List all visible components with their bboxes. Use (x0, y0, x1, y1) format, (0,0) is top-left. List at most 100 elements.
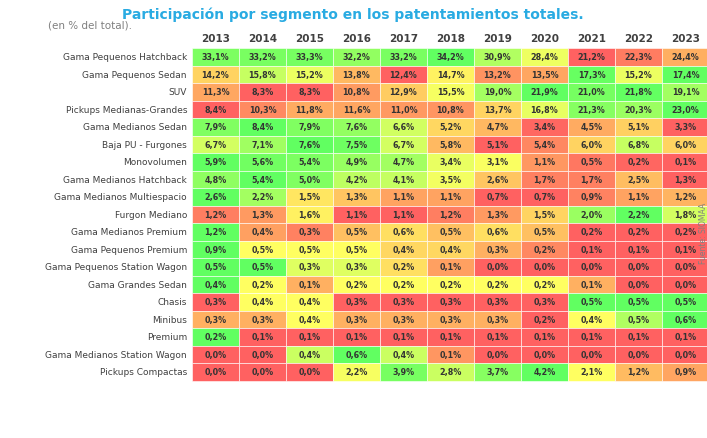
Text: 1,2%: 1,2% (439, 210, 462, 219)
Text: 0,5%: 0,5% (627, 297, 650, 307)
Bar (615, 346, 662, 363)
Bar (568, 241, 615, 258)
Text: Monovolumen: Monovolumen (123, 158, 187, 167)
Bar (568, 328, 615, 346)
Bar (427, 311, 474, 328)
Text: 5,8%: 5,8% (439, 141, 462, 149)
Text: 0,1%: 0,1% (298, 280, 320, 289)
Bar (427, 223, 474, 241)
Bar (333, 293, 380, 311)
Text: 21,3%: 21,3% (578, 106, 605, 114)
Bar (286, 49, 333, 66)
Text: 0,4%: 0,4% (252, 297, 274, 307)
Text: 11,8%: 11,8% (296, 106, 323, 114)
Bar (615, 276, 662, 293)
Text: 0,1%: 0,1% (346, 332, 368, 342)
Text: 15,5%: 15,5% (437, 88, 464, 97)
Text: 7,9%: 7,9% (204, 123, 226, 132)
Text: 0,3%: 0,3% (252, 315, 274, 324)
Text: 1,2%: 1,2% (627, 367, 650, 376)
Text: 5,4%: 5,4% (534, 141, 556, 149)
Text: 5,9%: 5,9% (204, 158, 226, 167)
Bar (474, 66, 521, 84)
Bar (427, 258, 474, 276)
Text: 5,2%: 5,2% (439, 123, 462, 132)
Bar (662, 189, 707, 206)
Text: 4,2%: 4,2% (346, 175, 368, 184)
Bar (239, 171, 286, 189)
Text: 2014: 2014 (248, 34, 277, 44)
Bar (427, 241, 474, 258)
Bar (333, 363, 380, 381)
Bar (474, 206, 521, 223)
Text: SUV: SUV (169, 88, 187, 97)
Text: 19,1%: 19,1% (672, 88, 699, 97)
Bar (333, 66, 380, 84)
Bar (521, 311, 568, 328)
Text: 2,2%: 2,2% (251, 193, 274, 202)
Bar (427, 154, 474, 171)
Bar (192, 363, 239, 381)
Bar (286, 136, 333, 154)
Bar (662, 258, 707, 276)
Text: 0,0%: 0,0% (534, 263, 556, 272)
Text: 0,3%: 0,3% (440, 315, 462, 324)
Bar (427, 49, 474, 66)
Bar (192, 136, 239, 154)
Text: 21,2%: 21,2% (578, 53, 605, 62)
Bar (380, 223, 427, 241)
Text: 28,4%: 28,4% (530, 53, 559, 62)
Bar (427, 293, 474, 311)
Text: 0,3%: 0,3% (346, 315, 368, 324)
Bar (662, 66, 707, 84)
Bar (192, 293, 239, 311)
Text: 0,9%: 0,9% (674, 367, 696, 376)
Text: 2,5%: 2,5% (627, 175, 650, 184)
Text: 4,2%: 4,2% (533, 367, 556, 376)
Text: 15,2%: 15,2% (296, 71, 323, 80)
Text: 3,4%: 3,4% (534, 123, 556, 132)
Bar (662, 206, 707, 223)
Bar (286, 276, 333, 293)
Text: 0,0%: 0,0% (486, 263, 508, 272)
Text: 2013: 2013 (201, 34, 230, 44)
Text: 12,9%: 12,9% (390, 88, 417, 97)
Bar (192, 276, 239, 293)
Text: 6,7%: 6,7% (204, 141, 226, 149)
Bar (615, 223, 662, 241)
Text: 3,5%: 3,5% (440, 175, 462, 184)
Bar (192, 328, 239, 346)
Bar (615, 258, 662, 276)
Text: Gama Pequenos Sedan: Gama Pequenos Sedan (83, 71, 187, 80)
Bar (662, 154, 707, 171)
Bar (239, 84, 286, 101)
Text: 2022: 2022 (624, 34, 653, 44)
Bar (662, 84, 707, 101)
Text: (en % del total).: (en % del total). (48, 20, 132, 30)
Text: 33,1%: 33,1% (201, 53, 229, 62)
Bar (568, 223, 615, 241)
Text: Pickups Compactas: Pickups Compactas (100, 367, 187, 376)
Text: 0,0%: 0,0% (627, 263, 650, 272)
Bar (192, 346, 239, 363)
Bar (192, 101, 239, 119)
Text: 2,6%: 2,6% (204, 193, 227, 202)
Bar (521, 171, 568, 189)
Bar (474, 223, 521, 241)
Bar (615, 293, 662, 311)
Text: 0,2%: 0,2% (533, 245, 556, 254)
Text: 0,4%: 0,4% (298, 315, 320, 324)
Text: 2021: 2021 (577, 34, 606, 44)
Bar (615, 311, 662, 328)
Bar (380, 311, 427, 328)
Text: 33,3%: 33,3% (296, 53, 323, 62)
Bar (333, 328, 380, 346)
Bar (286, 241, 333, 258)
Bar (192, 189, 239, 206)
Text: 5,6%: 5,6% (252, 158, 274, 167)
Bar (474, 171, 521, 189)
Bar (474, 136, 521, 154)
Text: 5,1%: 5,1% (486, 141, 508, 149)
Text: 7,6%: 7,6% (346, 123, 368, 132)
Bar (333, 258, 380, 276)
